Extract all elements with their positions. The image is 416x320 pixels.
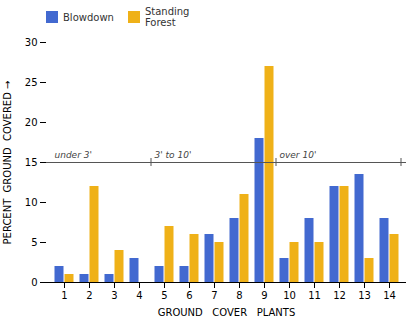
svg-text:8: 8	[236, 290, 242, 301]
svg-text:13: 13	[358, 290, 371, 301]
svg-text:14: 14	[383, 290, 396, 301]
svg-text:30: 30	[25, 37, 38, 48]
svg-text:11: 11	[308, 290, 321, 301]
svg-text:GROUND COVER PLANTS: GROUND COVER PLANTS	[158, 307, 296, 318]
html-text:Blowdown: Blowdown	[63, 11, 114, 23]
svg-text:4: 4	[136, 290, 142, 301]
svg-text:25: 25	[25, 77, 38, 88]
svg-text:7: 7	[211, 290, 217, 301]
svg-text:20: 20	[25, 117, 38, 128]
svg-text:PERCENT GROUND COVERED →: PERCENT GROUND COVERED →	[2, 81, 13, 245]
svg-text:under 3': under 3'	[55, 150, 92, 160]
svg-text:15: 15	[25, 157, 38, 168]
svg-text:9: 9	[261, 290, 267, 301]
svg-text:10: 10	[25, 197, 38, 208]
svg-text:0: 0	[31, 277, 37, 288]
svg-text:6: 6	[186, 290, 192, 301]
svg-text:2: 2	[86, 290, 92, 301]
svg-text:3: 3	[111, 290, 117, 301]
svg-text:12: 12	[333, 290, 346, 301]
svg-text:over 10': over 10'	[280, 150, 317, 160]
svg-text:5: 5	[31, 237, 37, 248]
svg-text:5: 5	[161, 290, 167, 301]
svg-text:3' to 10': 3' to 10'	[155, 150, 192, 160]
svg-text:1: 1	[61, 290, 67, 301]
html-text:Standing Forest: Standing Forest	[144, 6, 190, 28]
svg-text:10: 10	[283, 290, 296, 301]
